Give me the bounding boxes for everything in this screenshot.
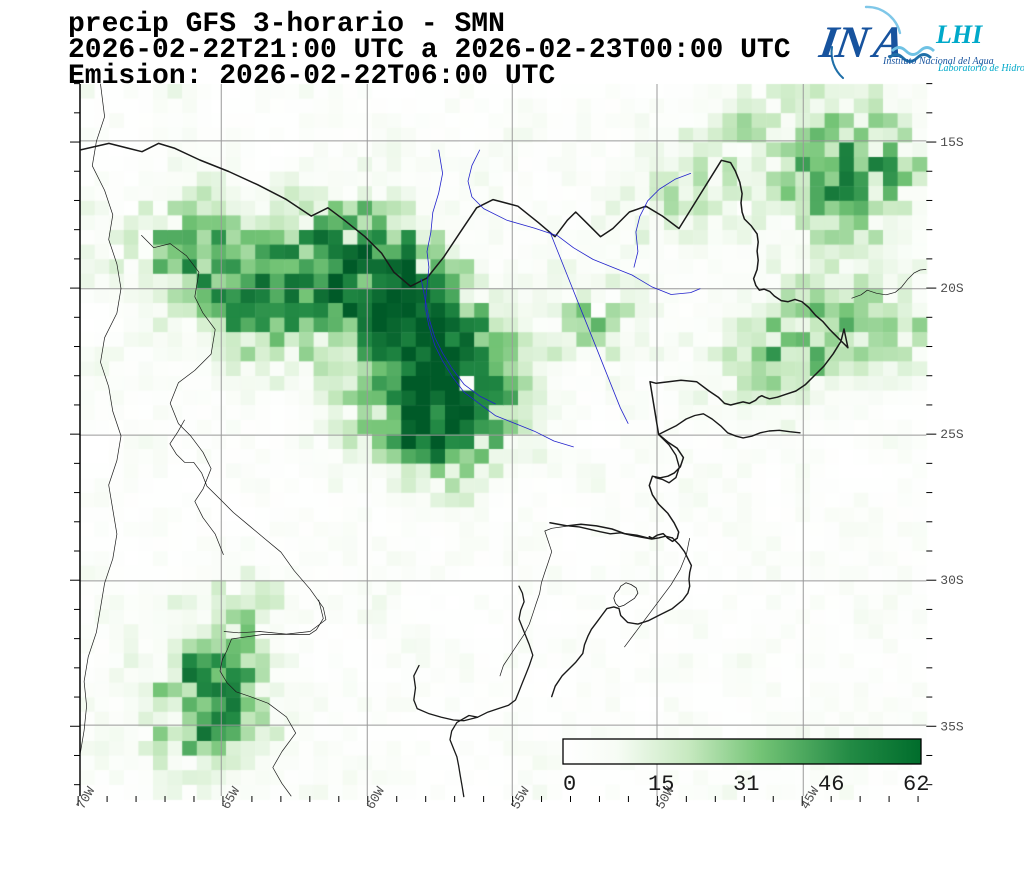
svg-text:25S: 25S: [940, 427, 964, 442]
svg-text:15S: 15S: [940, 135, 964, 150]
svg-text:LHI: LHI: [935, 20, 983, 49]
svg-text:0: 0: [563, 772, 576, 797]
svg-text:31: 31: [733, 772, 759, 797]
svg-text:Laboratorio de Hidrología: Laboratorio de Hidrología: [937, 63, 1024, 74]
svg-text:35S: 35S: [940, 719, 964, 734]
svg-text:65W: 65W: [218, 784, 243, 812]
svg-text:62: 62: [903, 772, 929, 797]
svg-text:15: 15: [648, 772, 674, 797]
svg-text:20S: 20S: [940, 281, 964, 296]
svg-text:Emision: 2026-02-22T06:00 UTC: Emision: 2026-02-22T06:00 UTC: [68, 61, 555, 92]
svg-text:70W: 70W: [74, 784, 99, 812]
svg-text:46: 46: [818, 772, 844, 797]
svg-text:30S: 30S: [940, 573, 964, 588]
